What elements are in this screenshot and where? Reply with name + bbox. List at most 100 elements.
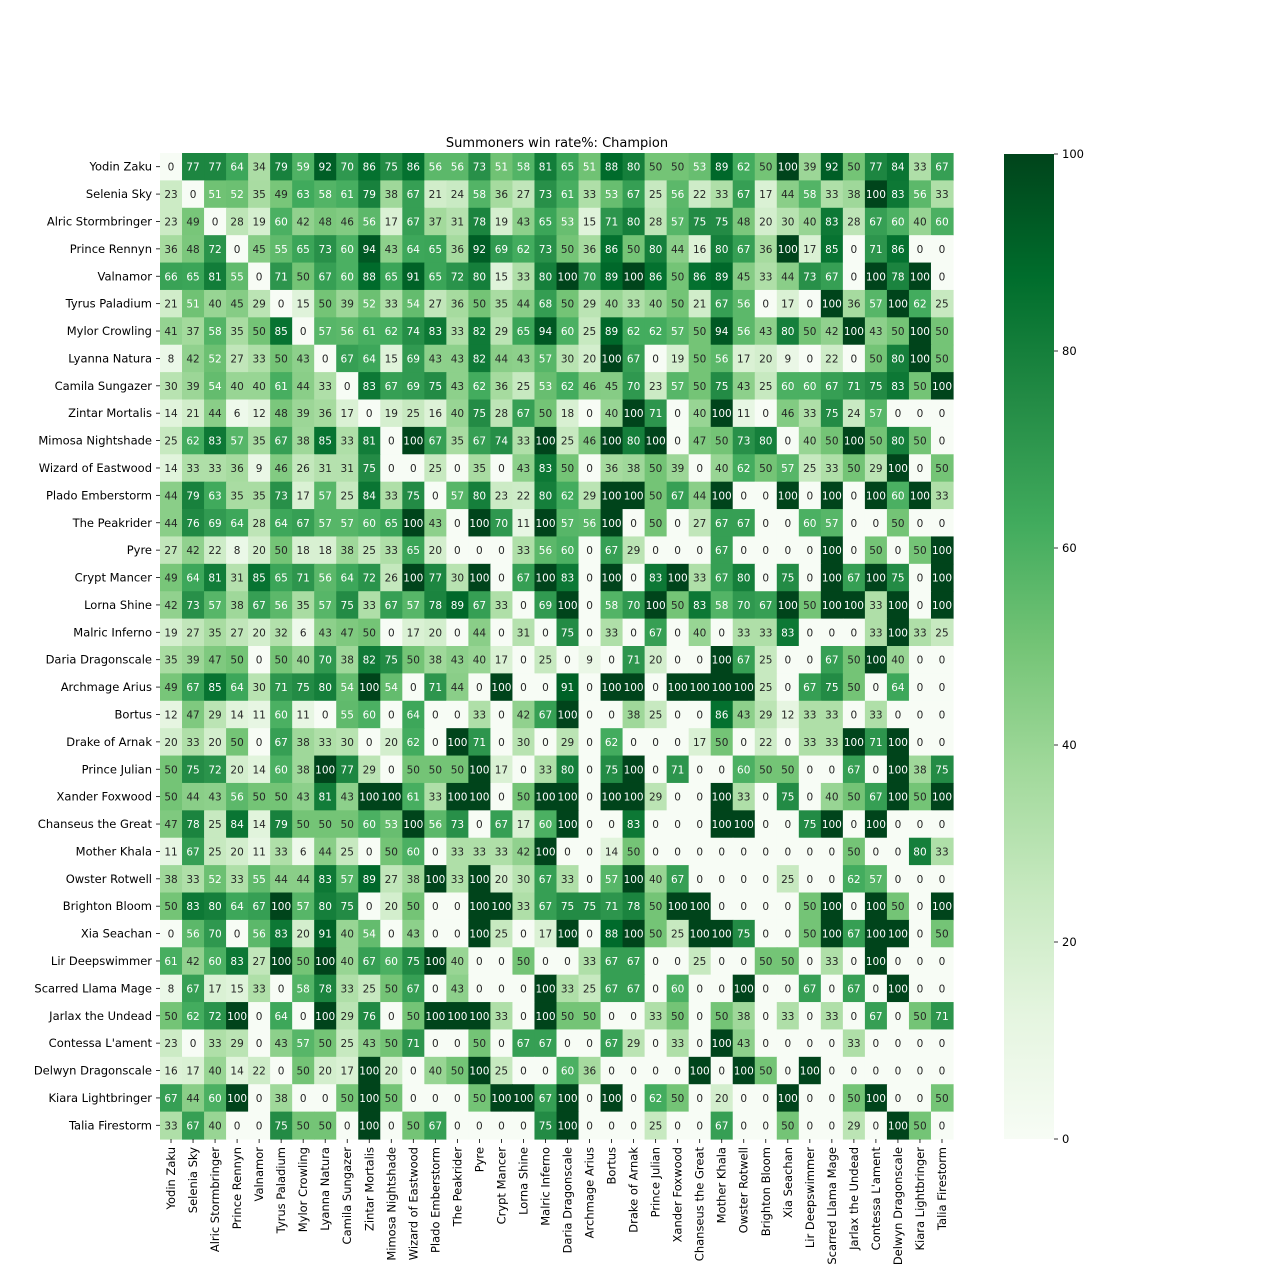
cell-value-label: 100 <box>381 792 401 804</box>
cell-value-label: 0 <box>256 271 263 283</box>
cell-value-label: 100 <box>888 1120 908 1132</box>
row-label: Scarred Llama Mage <box>34 981 152 995</box>
column-label: Daria Dragonscale <box>561 1147 575 1253</box>
cell-value-label: 33 <box>186 874 199 886</box>
cell-value-label: 67 <box>847 573 860 585</box>
cell-value-label: 36 <box>759 244 773 256</box>
cell-value-label: 0 <box>168 162 175 174</box>
cell-value-label: 50 <box>319 1038 332 1050</box>
heatmap-cell <box>666 344 690 373</box>
cell-value-label: 0 <box>829 627 836 639</box>
heatmap-cell <box>556 235 580 264</box>
cell-value-label: 67 <box>341 353 354 365</box>
cell-value-label: 40 <box>605 299 618 311</box>
cell-value-label: 40 <box>451 408 464 420</box>
cell-value-label: 50 <box>847 655 860 667</box>
cell-value-label: 6 <box>300 627 307 639</box>
cell-value-label: 0 <box>630 573 637 585</box>
cell-value-label: 33 <box>583 189 596 201</box>
heatmap-cell <box>292 262 315 291</box>
cell-value-label: 100 <box>844 436 864 448</box>
cell-value-label: 33 <box>759 627 772 639</box>
cell-value-label: 11 <box>296 709 309 721</box>
heatmap-cell <box>512 399 536 428</box>
heatmap-cell <box>930 399 954 428</box>
heatmap-cell <box>820 235 844 264</box>
heatmap-cell <box>864 481 888 510</box>
cell-value-label: 33 <box>495 600 508 612</box>
cell-value-label: 11 <box>164 846 177 858</box>
heatmap-cell <box>424 481 447 510</box>
cell-value-label: 0 <box>476 983 483 995</box>
cell-value-label: 60 <box>341 244 354 256</box>
cell-value-label: 100 <box>602 792 622 804</box>
cell-value-label: 30 <box>341 737 354 749</box>
cell-value-label: 30 <box>517 737 530 749</box>
cell-value-label: 52 <box>230 189 243 201</box>
cell-value-label: 14 <box>252 764 266 776</box>
cell-value-label: 0 <box>939 1120 946 1132</box>
cell-value-label: 0 <box>476 545 483 557</box>
cell-value-label: 84 <box>891 162 905 174</box>
cell-value-label: 0 <box>674 408 681 420</box>
cell-value-label: 100 <box>469 573 489 585</box>
cell-value-label: 33 <box>252 983 265 995</box>
cell-value-label: 0 <box>498 627 505 639</box>
heatmap-cell <box>490 207 514 236</box>
cell-value-label: 0 <box>674 846 681 858</box>
cell-value-label: 33 <box>781 1011 794 1023</box>
cell-value-label: 65 <box>517 326 530 338</box>
row-label: Xia Seachan <box>81 927 152 941</box>
cell-value-label: 75 <box>715 381 728 393</box>
cell-value-label: 33 <box>186 463 199 475</box>
heatmap-cell <box>270 426 293 455</box>
cell-value-label: 25 <box>208 819 221 831</box>
cell-value-label: 86 <box>605 244 619 256</box>
cell-value-label: 71 <box>649 408 662 420</box>
cell-value-label: 20 <box>230 846 243 858</box>
heatmap-cell <box>270 235 293 264</box>
cell-value-label: 0 <box>696 1038 703 1050</box>
heatmap-cell <box>248 235 271 264</box>
cell-value-label: 57 <box>319 490 332 502</box>
cell-value-label: 33 <box>737 792 750 804</box>
cell-value-label: 50 <box>781 956 794 968</box>
cell-value-label: 0 <box>520 1011 527 1023</box>
cell-value-label: 75 <box>737 929 750 941</box>
cell-value-label: 0 <box>917 463 924 475</box>
heatmap-cell <box>182 207 205 236</box>
heatmap-cell <box>160 454 183 483</box>
cell-value-label: 33 <box>385 299 398 311</box>
cell-value-label: 0 <box>917 655 924 667</box>
colorbar-tick-label: 0 <box>1062 1132 1069 1146</box>
heatmap-cell <box>798 426 822 455</box>
heatmap-cell <box>358 426 381 455</box>
cell-value-label: 100 <box>624 929 644 941</box>
heatmap-cell <box>886 481 910 510</box>
cell-value-label: 38 <box>164 874 177 886</box>
heatmap-cell <box>160 180 183 209</box>
cell-value-label: 100 <box>359 682 379 694</box>
cell-value-label: 100 <box>359 792 379 804</box>
heatmap-cell <box>336 180 359 209</box>
cell-value-label: 50 <box>715 436 728 448</box>
heatmap-cell <box>710 317 734 346</box>
heatmap-cell <box>666 426 690 455</box>
cell-value-label: 0 <box>586 573 593 585</box>
heatmap-cell <box>556 344 580 373</box>
heatmap-cell <box>622 372 646 401</box>
cell-value-label: 67 <box>715 1120 728 1132</box>
cell-value-label: 0 <box>256 1120 263 1132</box>
cell-value-label: 61 <box>407 792 420 804</box>
cell-value-label: 50 <box>296 819 309 831</box>
heatmap-cell <box>710 426 734 455</box>
cell-value-label: 0 <box>939 244 946 256</box>
heatmap-cell <box>402 344 425 373</box>
cell-value-label: 0 <box>586 408 593 420</box>
heatmap-cell <box>688 454 712 483</box>
cell-value-label: 100 <box>557 1093 577 1105</box>
row-label: Yodin Zaku <box>89 160 153 174</box>
cell-value-label: 29 <box>759 709 772 721</box>
heatmap-cell <box>864 454 888 483</box>
cell-value-label: 60 <box>781 381 794 393</box>
